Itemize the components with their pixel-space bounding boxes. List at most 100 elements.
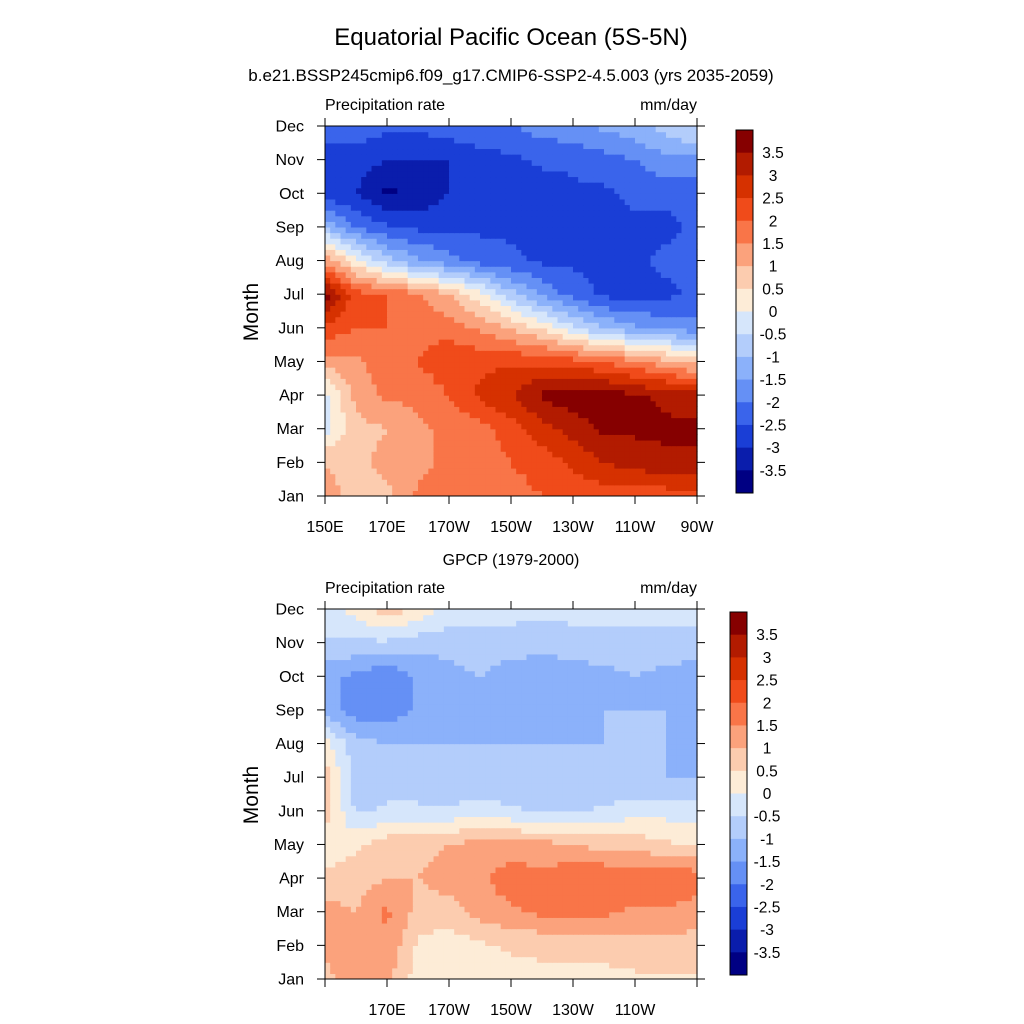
contour-cell — [562, 439, 569, 447]
contour-cell — [340, 428, 347, 435]
contour-cell — [562, 148, 569, 155]
contour-cell — [640, 221, 646, 228]
contour-cell — [511, 154, 517, 161]
contour-cell — [485, 383, 491, 391]
contour-cell — [521, 131, 528, 138]
contour-cell — [428, 187, 435, 194]
contour-cell — [423, 973, 429, 979]
contour-cell — [387, 165, 393, 172]
contour-cell — [671, 462, 677, 469]
contour-cell — [449, 400, 455, 407]
contour-cell — [392, 198, 398, 206]
contour-cell — [387, 311, 393, 318]
contour-cell — [660, 479, 667, 486]
contour-cell — [345, 322, 352, 329]
contour-cell — [660, 406, 667, 413]
contour-cell — [443, 204, 450, 211]
contour-cell — [531, 260, 538, 267]
contour-cell — [511, 973, 517, 979]
contour-cell — [686, 490, 693, 496]
contour-cell — [660, 467, 667, 475]
contour-cell — [578, 165, 584, 172]
contour-cell — [381, 451, 388, 458]
contour-cell — [635, 383, 641, 391]
contour-cell — [474, 193, 481, 200]
contour-cell — [567, 395, 574, 402]
contour-cell — [330, 316, 336, 323]
contour-cell — [381, 395, 388, 402]
contour-cell — [366, 445, 373, 452]
contour-cell — [402, 277, 409, 284]
contour-cell — [650, 282, 657, 290]
contour-cell — [604, 204, 610, 211]
contour-cell — [356, 456, 362, 463]
contour-cell — [361, 238, 367, 245]
contour-cell — [376, 271, 383, 278]
contour-cell — [387, 339, 393, 346]
contour-cell — [666, 204, 672, 211]
contour-cell — [635, 428, 641, 435]
contour-cell — [387, 266, 393, 273]
contour-cell — [490, 490, 497, 496]
contour-cell — [511, 204, 517, 211]
contour-cell — [521, 451, 528, 458]
contour-cell — [526, 215, 533, 222]
contour-cell — [557, 254, 564, 262]
contour-cell — [567, 288, 574, 295]
contour-cell — [526, 232, 533, 239]
contour-cell — [531, 210, 538, 217]
contour-cell — [485, 221, 491, 228]
contour-cell — [340, 344, 347, 351]
contour-cell — [691, 260, 698, 267]
contour-cell — [449, 260, 455, 267]
contour-cell — [361, 962, 367, 969]
contour-cell — [474, 271, 481, 278]
contour-cell — [376, 176, 383, 183]
contour-cell — [629, 305, 636, 312]
panel-model-right-label: mm/day — [640, 97, 697, 114]
contour-cell — [330, 260, 336, 267]
contour-cell — [371, 198, 378, 206]
contour-cell — [645, 367, 652, 374]
contour-cell — [464, 215, 471, 222]
contour-cell — [650, 445, 657, 452]
contour-cell — [583, 238, 590, 245]
contour-cell — [464, 333, 471, 340]
contour-cell — [686, 126, 693, 133]
contour-cell — [619, 327, 626, 335]
contour-cell — [433, 204, 440, 211]
contour-cell — [578, 439, 584, 447]
contour-cell — [381, 327, 388, 335]
contour-cell — [655, 423, 662, 430]
contour-cell — [666, 249, 672, 256]
contour-cell — [495, 479, 502, 486]
contour-cell — [578, 187, 584, 194]
contour-cell — [340, 484, 347, 491]
contour-cell — [443, 490, 450, 496]
contour-cell — [671, 159, 677, 166]
contour-cell — [495, 383, 502, 391]
contour-cell — [624, 176, 631, 183]
contour-cell — [526, 490, 533, 496]
contour-cell — [449, 467, 455, 475]
contour-cell — [526, 367, 533, 374]
contour-cell — [578, 333, 584, 340]
contour-cell — [583, 226, 590, 234]
contour-cell — [547, 266, 553, 273]
contour-cell — [614, 182, 621, 189]
contour-cell — [376, 361, 383, 368]
contour-cell — [676, 288, 683, 295]
contour-cell — [335, 479, 342, 486]
contour-cell — [542, 490, 548, 496]
contour-cell — [438, 126, 445, 133]
contour-cell — [660, 462, 667, 469]
contour-cell — [402, 243, 409, 250]
contour-cell — [578, 226, 584, 234]
contour-cell — [604, 473, 610, 480]
contour-cell — [366, 389, 373, 396]
contour-cell — [640, 210, 646, 217]
contour-cell — [335, 131, 342, 138]
contour-cell — [557, 238, 564, 245]
contour-cell — [412, 361, 419, 368]
contour-cell — [588, 967, 595, 974]
